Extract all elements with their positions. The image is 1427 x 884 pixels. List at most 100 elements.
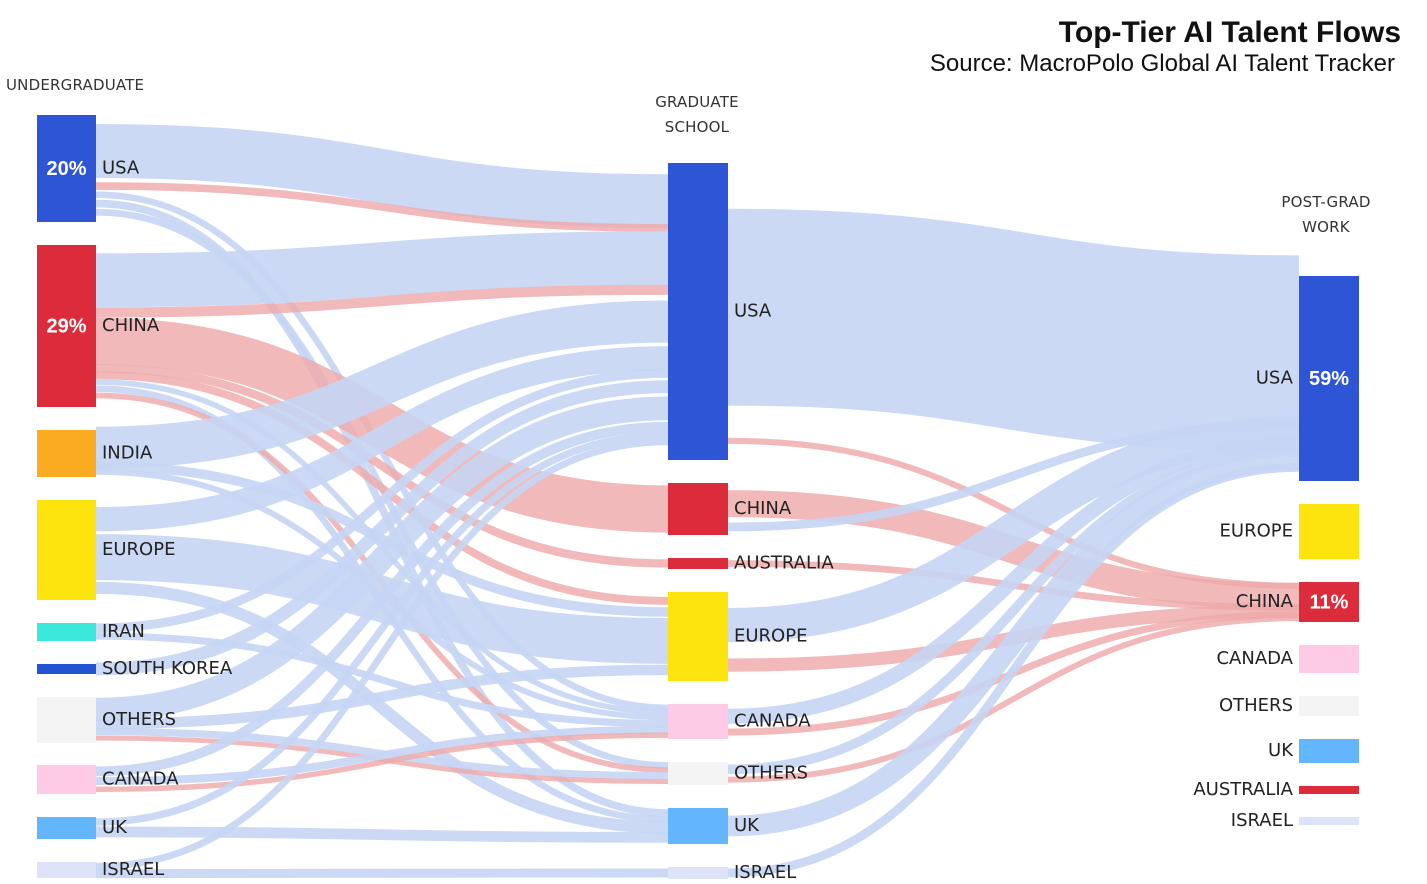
node-label-g_canada: CANADA: [734, 711, 811, 732]
node-u_india[interactable]: [37, 430, 96, 477]
node-u_canada[interactable]: [37, 765, 96, 794]
column-header-graduate-line1: GRADUATE: [655, 93, 739, 111]
node-label-g_others: OTHERS: [734, 763, 808, 784]
flow-u_india-to-g_europe: [95, 461, 669, 617]
flow-u_china-to-g_europe: [95, 371, 669, 605]
flow-u_canada-to-g_usa: [95, 421, 669, 777]
node-w_canada[interactable]: [1299, 645, 1359, 673]
node-label-g_australia: AUSTRALIA: [734, 553, 834, 574]
node-g_others[interactable]: [668, 762, 728, 785]
chart-title: Top-Tier AI Talent Flows: [1058, 16, 1401, 49]
flow-u_others-to-g_europe: [95, 664, 669, 730]
node-label-u_canada: CANADA: [102, 769, 179, 790]
flow-u_skorea-to-g_usa: [95, 380, 669, 676]
flow-u_china-to-g_usa: [95, 284, 669, 318]
column-header-graduate: GRADUATE SCHOOL: [637, 90, 757, 140]
node-label-w_australia: AUSTRALIA: [1193, 779, 1293, 800]
node-label-g_china: CHINA: [734, 498, 792, 519]
node-label-w_others: OTHERS: [1219, 695, 1293, 716]
flow-g_uk-to-w_usa: [727, 449, 1300, 837]
flow-u_israel-to-g_israel: [95, 868, 669, 879]
node-label-g_israel: ISRAEL: [734, 862, 796, 883]
column-header-work: POST-GRAD WORK: [1266, 190, 1386, 240]
flow-u_iran-to-g_usa: [95, 368, 669, 633]
node-u_china[interactable]: [37, 245, 96, 407]
node-w_usa[interactable]: [1299, 276, 1359, 481]
flow-u_others-to-g_usa: [95, 396, 669, 722]
node-pct-w_usa: 59%: [1309, 368, 1349, 390]
node-w_china[interactable]: [1299, 582, 1359, 622]
flows-layer: [95, 123, 1300, 879]
flow-u_europe-to-g_usa: [95, 346, 669, 532]
node-label-u_others: OTHERS: [102, 709, 176, 730]
node-label-g_uk: UK: [734, 815, 760, 836]
flow-u_israel-to-g_usa: [95, 438, 669, 870]
node-label-g_europe: EUROPE: [734, 626, 807, 647]
node-g_uk[interactable]: [668, 808, 728, 844]
flow-g_europe-to-w_usa: [727, 416, 1300, 643]
column-header-graduate-line2: SCHOOL: [664, 118, 730, 136]
flow-u_uk-to-g_usa: [95, 431, 669, 826]
node-label-u_usa: USA: [102, 158, 140, 179]
column-header-undergraduate-text: UNDERGRADUATE: [6, 76, 145, 94]
nodes-layer: [37, 115, 1359, 879]
flow-g_israel-to-w_usa: [727, 462, 1300, 878]
flow-u_india-to-g_usa: [95, 300, 669, 469]
node-label-u_china: CHINA: [102, 315, 160, 336]
labels-layer: USA 20% CHINA 29% INDIA EUROPE IRAN SOUTH KOREA…: [46, 158, 1349, 884]
node-label-u_europe: EUROPE: [102, 539, 175, 560]
node-label-w_usa: USA: [1256, 368, 1294, 389]
flow-u_iran-to-g_canada: [95, 632, 669, 728]
node-u_others[interactable]: [37, 697, 96, 743]
node-w_israel[interactable]: [1299, 817, 1359, 825]
node-label-w_israel: ISRAEL: [1231, 810, 1293, 831]
flow-g_canada-to-w_usa: [727, 436, 1300, 724]
node-g_canada[interactable]: [668, 704, 728, 739]
node-g_europe[interactable]: [668, 592, 728, 681]
node-u_uk[interactable]: [37, 817, 96, 839]
node-label-g_usa: USA: [734, 301, 772, 322]
node-label-u_uk: UK: [102, 817, 128, 838]
flow-u_canada-to-g_canada: [95, 732, 669, 792]
flow-u_china-to-g_australia: [95, 364, 669, 568]
node-label-u_skorea: SOUTH KOREA: [102, 658, 233, 679]
flow-u_canada-to-g_canada: [95, 725, 669, 786]
flow-g_others-to-w_china: [727, 615, 1300, 783]
node-pct-w_china: 11%: [1310, 591, 1349, 613]
node-u_iran[interactable]: [37, 623, 96, 641]
flow-u_china-to-g_usa: [95, 231, 669, 308]
node-label-w_uk: UK: [1268, 740, 1294, 761]
column-header-work-line2: WORK: [1302, 218, 1350, 236]
node-label-u_iran: IRAN: [102, 621, 145, 642]
flow-u_usa-to-g_usa: [95, 123, 669, 229]
node-g_israel[interactable]: [668, 867, 728, 879]
flow-g_china-to-w_china: [727, 490, 1300, 611]
node-label-u_india: INDIA: [102, 443, 153, 464]
node-label-w_china: CHINA: [1236, 591, 1294, 612]
node-w_europe[interactable]: [1299, 504, 1359, 559]
flow-g_usa-to-w_usa: [727, 208, 1300, 453]
flow-u_europe-to-g_uk: [95, 581, 669, 834]
flow-u_uk-to-g_uk: [95, 826, 669, 843]
node-u_usa[interactable]: [37, 115, 96, 222]
column-header-undergraduate: UNDERGRADUATE: [6, 73, 156, 98]
node-w_uk[interactable]: [1299, 739, 1359, 763]
node-g_australia[interactable]: [668, 558, 728, 569]
node-label-u_israel: ISRAEL: [102, 859, 164, 880]
node-pct-u_usa: 20%: [46, 158, 86, 180]
node-pct-u_china: 29%: [46, 315, 86, 337]
chart-subtitle: Source: MacroPolo Global AI Talent Track…: [929, 50, 1395, 77]
node-label-w_europe: EUROPE: [1220, 521, 1293, 542]
node-u_europe[interactable]: [37, 500, 96, 600]
node-w_others[interactable]: [1299, 696, 1359, 716]
column-header-work-line1: POST-GRAD: [1281, 193, 1371, 211]
node-g_usa[interactable]: [668, 163, 728, 460]
node-u_skorea[interactable]: [37, 664, 96, 674]
node-w_australia[interactable]: [1299, 786, 1359, 794]
node-label-w_canada: CANADA: [1216, 648, 1293, 669]
node-u_israel[interactable]: [37, 862, 96, 878]
node-g_china[interactable]: [668, 483, 728, 535]
flow-u_usa-to-g_usa: [95, 182, 669, 232]
